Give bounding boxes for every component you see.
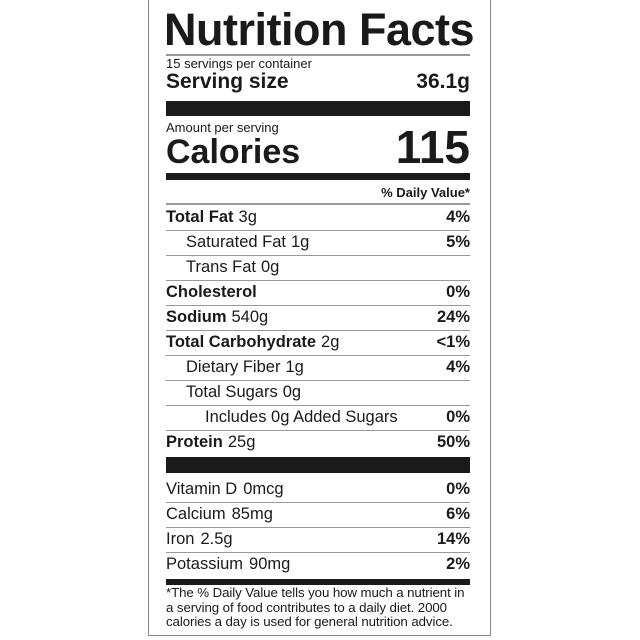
nutrient-daily-value: 4%: [446, 208, 470, 226]
divider: [166, 203, 470, 205]
vitamin-name: Iron: [166, 530, 195, 548]
nutrient-label: Sodium 540g: [166, 308, 268, 327]
nutrient-daily-value: 4%: [446, 358, 470, 376]
nutrient-row: Includes 0g Added Sugars 0%: [166, 405, 470, 431]
amount-per-serving: Amount per serving: [166, 120, 279, 135]
nutrient-name: Total Sugars: [186, 383, 278, 401]
nutrient-label: Cholesterol: [166, 283, 262, 302]
vitamin-amount: 2.5g: [200, 530, 233, 548]
nutrient-amount: 1g: [285, 358, 304, 376]
nutrient-row: Total Sugars 0g: [166, 380, 470, 406]
footnote: *The % Daily Value tells you how much a …: [166, 585, 465, 629]
thick-divider: [166, 457, 470, 473]
nutrient-name: Total Carbohydrate: [166, 333, 317, 351]
daily-value-header: % Daily Value*: [381, 185, 470, 200]
nutrient-label: Total Fat 3g: [166, 208, 257, 227]
nutrient-label: Saturated Fat 1g: [166, 233, 309, 252]
nutrient-label: Protein 25g: [166, 433, 255, 452]
vitamin-amount: 85mg: [231, 505, 273, 523]
divider: [166, 54, 470, 56]
serving-size-value: 36.1g: [416, 70, 470, 93]
nutrient-name: Total Fat: [166, 208, 234, 226]
nutrient-row: Saturated Fat 1g 5%: [166, 230, 470, 256]
vitamin-name: Vitamin D: [166, 480, 238, 498]
medium-divider: [166, 579, 470, 585]
nutrient-daily-value: 24%: [436, 308, 470, 326]
nutrient-row: Dietary Fiber 1g 4%: [166, 355, 470, 381]
vitamin-label: Potassium 90mg: [166, 555, 290, 574]
nutrient-amount: 2g: [321, 333, 340, 351]
vitamin-row: Iron 2.5g 14%: [166, 527, 470, 553]
vitamin-name: Potassium: [166, 555, 244, 573]
nutrient-label: Dietary Fiber 1g: [166, 358, 304, 377]
nutrient-row: Cholesterol 0%: [166, 280, 470, 306]
nutrient-label: Includes 0g Added Sugars: [166, 408, 403, 427]
nutrient-name: Sodium: [166, 308, 227, 326]
nutrient-daily-value: 5%: [446, 233, 470, 251]
thick-divider: [166, 101, 470, 116]
nutrient-row: Protein 25g 50%: [166, 430, 470, 455]
nutrient-daily-value: 0%: [446, 283, 470, 301]
nutrient-label: Total Carbohydrate 2g: [166, 333, 339, 352]
nutrient-amount: 0g: [282, 383, 302, 401]
calories-label: Calories: [166, 133, 301, 171]
vitamin-name: Calcium: [166, 505, 226, 523]
calories-row: Calories 115: [166, 124, 470, 172]
nutrient-name: Cholesterol: [166, 283, 257, 301]
vitamin-row: Potassium 90mg 2%: [166, 552, 470, 577]
nutrient-name: Saturated Fat: [186, 233, 286, 251]
serving-size-row: Serving size 36.1g: [166, 70, 470, 94]
nutrient-row: Sodium 540g 24%: [166, 305, 470, 331]
nutrient-amount: 3g: [238, 208, 257, 226]
vitamin-amount: 0mcg: [243, 480, 284, 498]
nutrient-name: Protein: [166, 433, 223, 451]
nutrient-daily-value: 50%: [436, 433, 470, 451]
nutrient-row: Total Carbohydrate 2g <1%: [166, 330, 470, 356]
serving-size-label: Serving size: [166, 70, 289, 93]
vitamin-daily-value: 2%: [446, 555, 470, 573]
vitamin-amount: 90mg: [249, 555, 291, 573]
nutrient-row: Trans Fat 0g: [166, 255, 470, 281]
nutrient-daily-value: <1%: [436, 333, 470, 351]
medium-divider: [166, 173, 470, 180]
vitamin-row: Vitamin D 0mcg 0%: [166, 477, 470, 503]
label-title: Nutrition Facts: [164, 4, 475, 55]
nutrition-label: Nutrition Facts 15 servings per containe…: [148, 0, 491, 636]
vitamin-daily-value: 6%: [446, 505, 470, 523]
vitamin-label: Iron 2.5g: [166, 530, 233, 549]
nutrient-label: Trans Fat 0g: [166, 258, 279, 277]
calories-value: 115: [395, 121, 470, 173]
servings-per-container: 15 servings per container: [166, 56, 312, 71]
nutrient-amount: 540g: [231, 308, 269, 326]
nutrient-amount: 25g: [227, 433, 256, 451]
nutrient-label: Total Sugars 0g: [166, 383, 301, 402]
nutrient-amount: 0g: [261, 258, 280, 276]
vitamin-daily-value: 0%: [446, 480, 470, 498]
vitamin-label: Calcium 85mg: [166, 505, 273, 524]
nutrient-daily-value: 0%: [446, 408, 470, 426]
nutrient-name: Includes 0g Added Sugars: [205, 408, 398, 426]
vitamin-label: Vitamin D 0mcg: [166, 480, 284, 499]
nutrient-name: Trans Fat: [186, 258, 256, 276]
nutrient-amount: 1g: [290, 233, 310, 251]
nutrient-name: Dietary Fiber: [186, 358, 281, 376]
vitamin-daily-value: 14%: [436, 530, 470, 548]
nutrient-row: Total Fat 3g 4%: [166, 205, 470, 231]
vitamin-row: Calcium 85mg 6%: [166, 502, 470, 528]
